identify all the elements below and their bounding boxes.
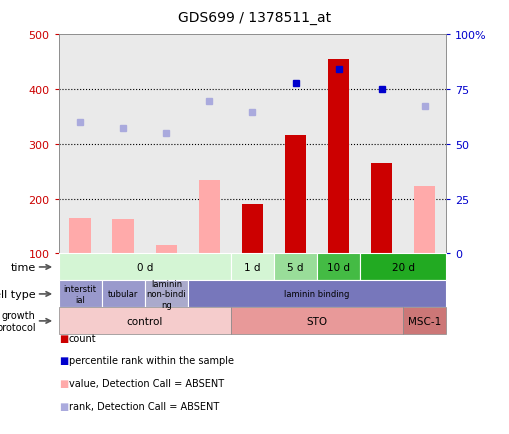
Bar — [187, 35, 231, 254]
Text: laminin
non-bindi
ng: laminin non-bindi ng — [146, 279, 186, 309]
Bar — [317, 35, 359, 254]
Bar — [403, 35, 445, 254]
Text: control: control — [126, 316, 163, 326]
Bar — [284, 136, 306, 254]
Bar — [198, 181, 220, 254]
Bar — [59, 35, 101, 254]
Text: 1 d: 1 d — [244, 263, 260, 272]
Text: ■: ■ — [59, 401, 68, 411]
Text: 5 d: 5 d — [287, 263, 303, 272]
Bar — [370, 164, 391, 254]
Bar — [413, 187, 435, 254]
Text: 20 d: 20 d — [391, 263, 414, 272]
Bar — [231, 35, 273, 254]
Bar — [155, 246, 177, 254]
Text: STO: STO — [306, 316, 327, 326]
Text: percentile rank within the sample: percentile rank within the sample — [69, 356, 234, 365]
Text: time: time — [10, 263, 36, 272]
Text: laminin binding: laminin binding — [284, 290, 349, 299]
Text: ■: ■ — [59, 333, 68, 343]
Bar — [69, 218, 91, 254]
Bar — [145, 35, 187, 254]
Text: interstit
ial: interstit ial — [64, 285, 97, 304]
Bar — [241, 204, 263, 254]
Bar — [359, 35, 403, 254]
Text: ■: ■ — [59, 356, 68, 365]
Text: value, Detection Call = ABSENT: value, Detection Call = ABSENT — [69, 378, 223, 388]
Text: growth
protocol: growth protocol — [0, 310, 36, 332]
Bar — [112, 219, 134, 254]
Bar — [327, 59, 349, 254]
Bar — [273, 35, 317, 254]
Text: 0 d: 0 d — [136, 263, 153, 272]
Text: MSC-1: MSC-1 — [407, 316, 440, 326]
Text: rank, Detection Call = ABSENT: rank, Detection Call = ABSENT — [69, 401, 219, 411]
Text: count: count — [69, 333, 96, 343]
Text: ■: ■ — [59, 378, 68, 388]
Bar — [101, 35, 145, 254]
Text: tubular: tubular — [108, 290, 138, 299]
Text: cell type: cell type — [0, 289, 36, 299]
Text: 10 d: 10 d — [326, 263, 349, 272]
Text: GDS699 / 1378511_at: GDS699 / 1378511_at — [178, 11, 331, 25]
